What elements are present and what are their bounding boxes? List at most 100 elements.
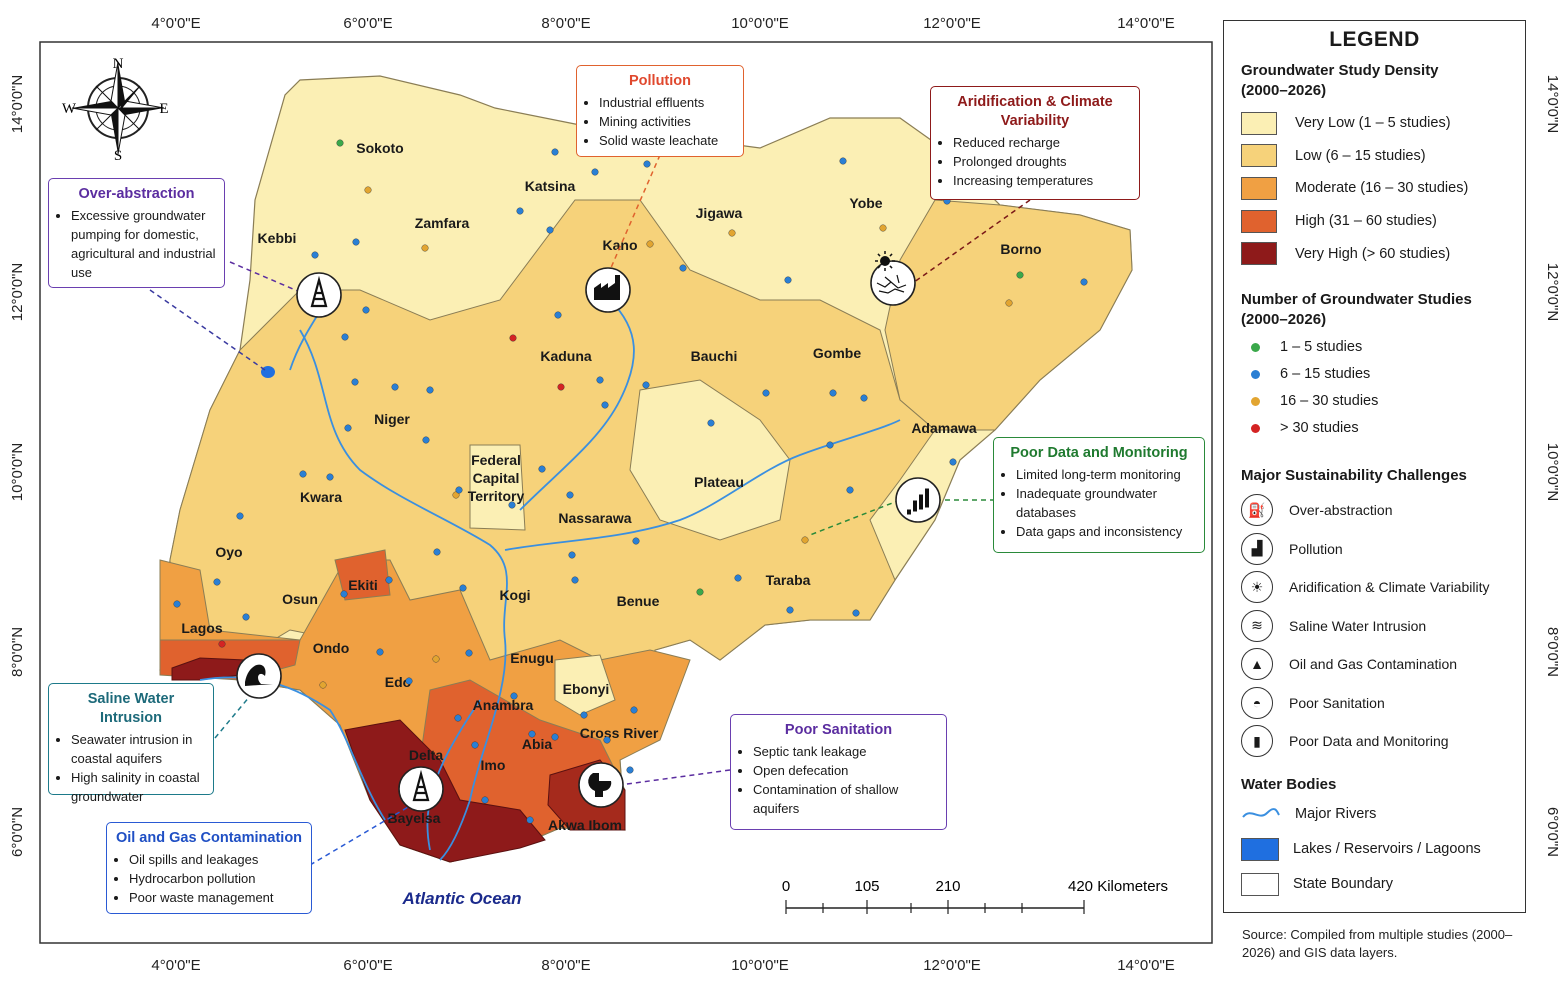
study-dot [385, 576, 393, 584]
bar-chart-icon [895, 477, 941, 523]
density-label: Low (6 – 15 studies) [1295, 147, 1426, 164]
study-dot [879, 224, 887, 232]
study-dot [336, 139, 344, 147]
state-label-ekiti: Ekiti [348, 577, 378, 593]
study-dot [352, 238, 360, 246]
state-label-cross-river: Cross River [580, 725, 659, 741]
compass-rose: N S E W [62, 56, 169, 164]
study-dot [566, 491, 574, 499]
density-label: Moderate (16 – 30 studies) [1295, 180, 1469, 197]
density-swatch [1241, 176, 1277, 200]
state-label-kebbi: Kebbi [258, 230, 297, 246]
scale-bar: 0 105 210 420 Kilometers [782, 878, 1168, 914]
factory-icon [585, 267, 631, 313]
density-label: Very High (> 60 studies) [1295, 245, 1451, 262]
study-dot [557, 383, 565, 391]
callout-title: Saline Water Intrusion [87, 691, 175, 726]
latitude-label: 6°0'0"N [9, 807, 26, 857]
longitude-label: 14°0'0"E [1117, 15, 1175, 32]
latitude-label: 12°0'0"N [1544, 263, 1559, 321]
study-dot [696, 588, 704, 596]
state-label-borno: Borno [1000, 241, 1041, 257]
study-dot [591, 168, 599, 176]
callout-over-abstraction: Over-abstraction Excessive groundwater p… [48, 178, 225, 288]
study-dot [376, 648, 384, 656]
state-label-kano: Kano [603, 237, 638, 253]
state-label-enugu: Enugu [510, 650, 554, 666]
callout-item: Mining activities [599, 112, 735, 131]
study-dot [643, 160, 651, 168]
challenge-label: Poor Sanitation [1289, 694, 1385, 711]
study-dot [516, 207, 524, 215]
longitude-label: 10°0'0"E [731, 15, 789, 32]
callout-item: Increasing temperatures [953, 171, 1131, 190]
study-dot [426, 386, 434, 394]
pump-icon: ⛽ [1241, 494, 1273, 526]
callout-saline-intrusion: Saline Water Intrusion Seawater intrusio… [48, 683, 214, 804]
study-dot [299, 470, 307, 478]
legend-water-title: Water Bodies [1241, 776, 1337, 793]
count-dot [1251, 342, 1260, 352]
state-label-abia: Abia [522, 736, 553, 752]
state-label-ebonyi: Ebonyi [563, 681, 610, 697]
callout-title: Poor Data and Monitoring [1010, 445, 1188, 461]
state-label-taraba: Taraba [766, 572, 811, 588]
water-label: Major Rivers [1295, 806, 1377, 822]
state-label-kogi: Kogi [499, 587, 530, 603]
scale-tick-0: 0 [782, 878, 790, 895]
latitude-label: 8°0'0"N [9, 627, 26, 677]
study-dot [596, 376, 604, 384]
callout-item: Hydrocarbon pollution [129, 869, 303, 888]
legend-challenge-row: ▟ Pollution [1241, 532, 1343, 565]
state-label-fct: Federal [471, 452, 521, 468]
callout-pollution: Pollution Industrial effluents Mining ac… [576, 65, 744, 157]
study-dot [546, 226, 554, 234]
study-dot [236, 512, 244, 520]
study-dot [679, 264, 687, 272]
legend-density-row: Very High (> 60 studies) [1241, 241, 1450, 267]
callout-item: Excessive groundwater pumping for domest… [71, 206, 216, 282]
longitude-label: 14°0'0"E [1117, 957, 1175, 974]
study-dot [405, 677, 413, 685]
callout-item: Inadequate groundwater databases [1016, 484, 1196, 522]
callout-item: Poor waste management [129, 888, 303, 907]
study-dot [949, 458, 957, 466]
callout-item: Reduced recharge [953, 133, 1131, 152]
count-label: 1 – 5 studies [1280, 339, 1363, 355]
study-dot [454, 714, 462, 722]
study-dot [603, 736, 611, 744]
study-dot [707, 419, 715, 427]
region-high-ekiti [334, 549, 391, 601]
study-dot [626, 766, 634, 774]
study-dot [826, 441, 834, 449]
callout-item: Data gaps and inconsistency [1016, 522, 1196, 541]
oil-rig-icon [398, 766, 444, 812]
study-dot [341, 333, 349, 341]
bar-chart-icon: ▮ [1241, 725, 1273, 757]
compass-w: W [62, 101, 77, 117]
callout-item: Septic tank leakage [753, 742, 938, 761]
study-dot [213, 578, 221, 586]
legend-water-row: Lakes / Reservoirs / Lagoons [1241, 836, 1481, 862]
callout-aridification: Aridification & Climate Variability Redu… [930, 86, 1140, 200]
latitude-label: 10°0'0"N [9, 443, 26, 501]
state-label-nassarawa: Nassarawa [558, 510, 631, 526]
study-dot [344, 424, 352, 432]
legend-count-row: > 30 studies [1241, 415, 1359, 441]
callout-title: Oil and Gas Contamination [115, 830, 303, 846]
latitude-label: 10°0'0"N [1544, 443, 1559, 501]
state-label-akwa-ibom: Akwa Ibom [548, 817, 622, 833]
state-label-adamawa: Adamawa [911, 420, 977, 436]
state-label-zamfara: Zamfara [415, 215, 470, 231]
callout-poor-data: Poor Data and Monitoring Limited long-te… [993, 437, 1205, 553]
latitude-label: 14°0'0"N [1544, 75, 1559, 133]
study-dot [734, 574, 742, 582]
study-dot [528, 730, 536, 738]
region-very-low-plateau [629, 379, 791, 541]
callout-item: High salinity in coastal groundwater [71, 768, 205, 806]
ocean-label: Atlantic Ocean [401, 889, 521, 908]
factory-icon: ▟ [1241, 532, 1273, 565]
study-dot [571, 576, 579, 584]
callout-item: Contamination of shallow aquifers [753, 780, 938, 818]
study-dot [580, 711, 588, 719]
